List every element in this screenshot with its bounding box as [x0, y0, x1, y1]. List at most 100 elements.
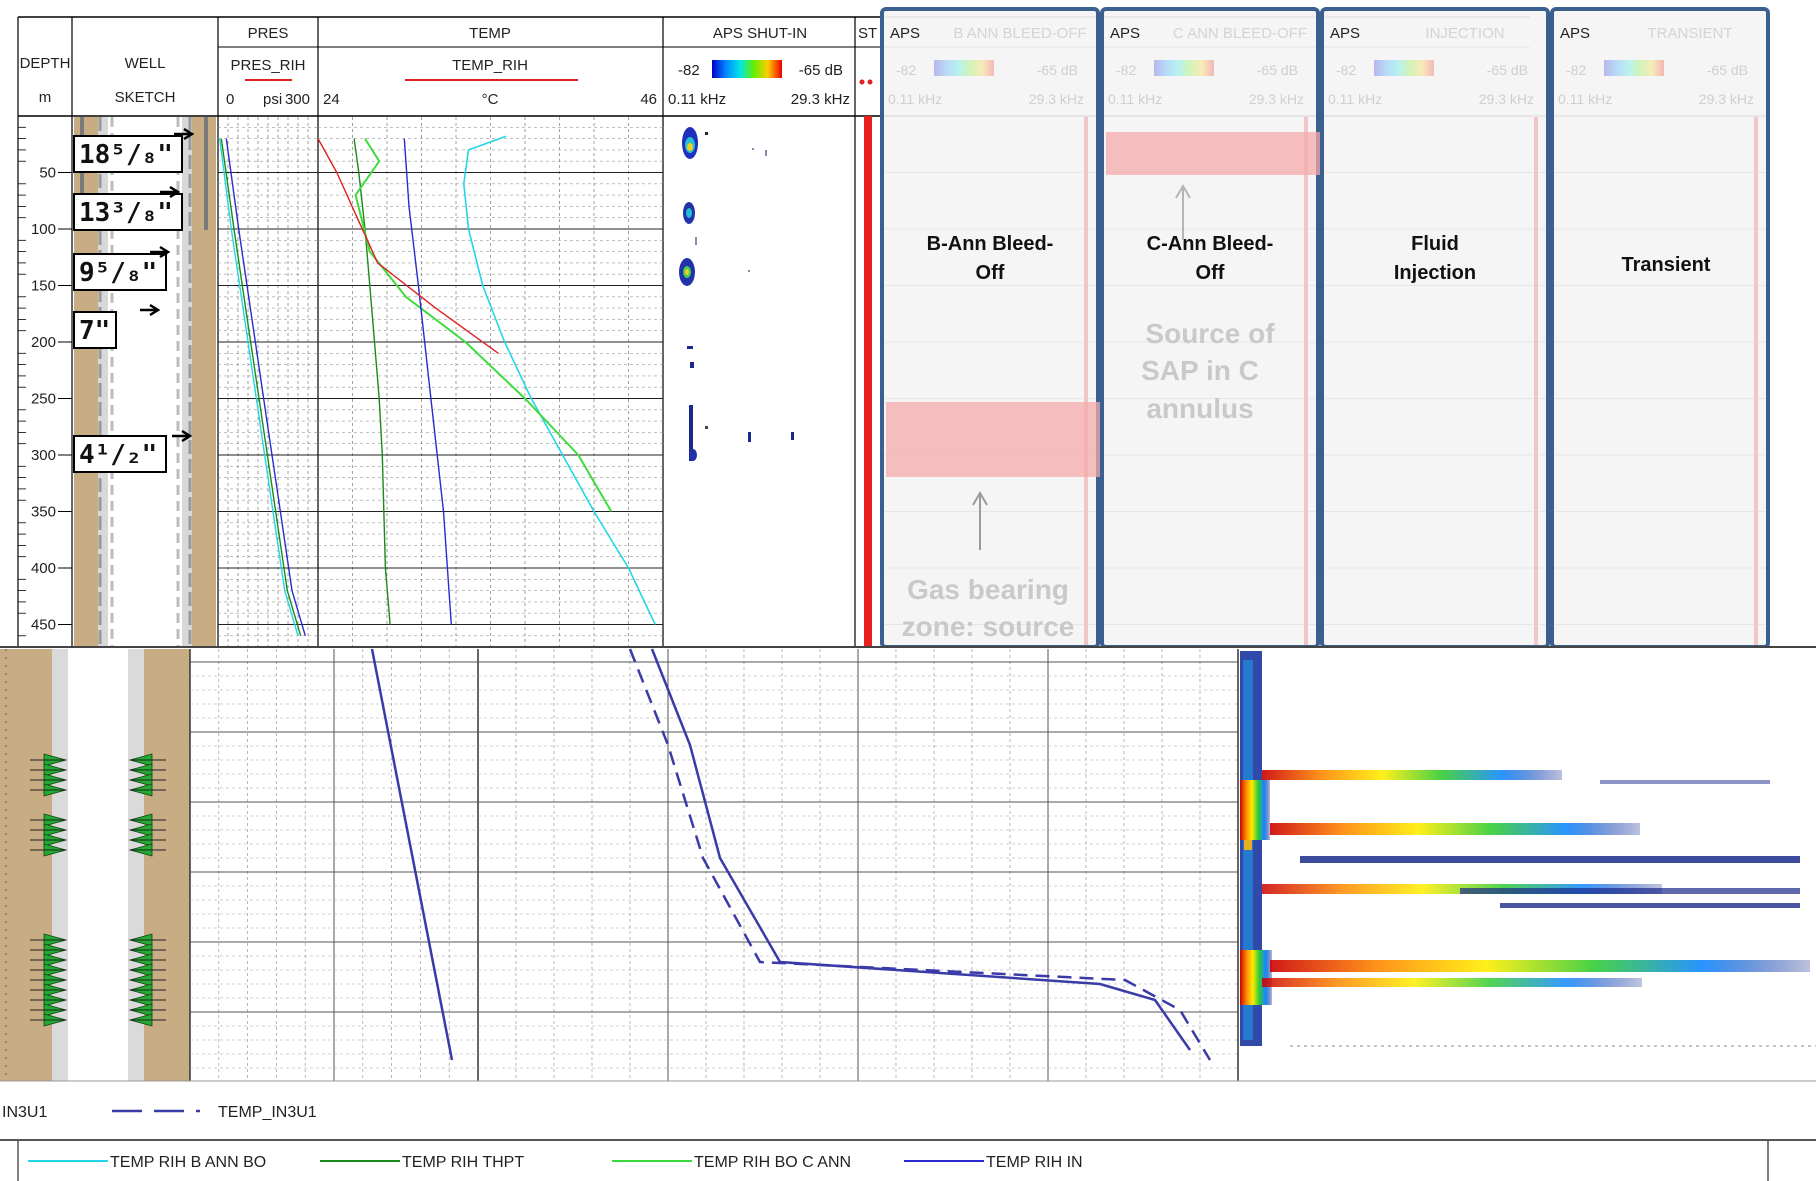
pres-unit: psi [263, 91, 282, 108]
pres-grid [218, 117, 318, 647]
aps-db-min: -82 [678, 62, 700, 79]
temp-grid [318, 117, 663, 647]
curve-temp-rih [317, 138, 499, 354]
well-header: WELL [125, 55, 166, 72]
lower-legend-fragment: IN3U1 [2, 1104, 47, 1121]
temp-unit: °C [482, 91, 499, 108]
bottom-legend: TEMP RIH B ANN BO TEMP RIH THPT TEMP RIH B… [0, 1139, 1816, 1181]
casing-size-label: 4¹/₂" [79, 440, 157, 470]
ghost-f-min: 0.11 kHz [1558, 91, 1612, 107]
curve-pres-green [220, 138, 302, 636]
aps-f-max: 29.3 kHz [791, 91, 850, 108]
lower-pres-grid [190, 649, 478, 1081]
lower-temp-grid [478, 649, 1238, 1081]
curve-pres-cyan [219, 138, 299, 636]
overlay-panel-1: APS B ANN BLEED-OFF -82 -65 dB 0.11 kHz 29.3 … [880, 7, 1100, 649]
depth-tick-label: 200 [31, 334, 56, 351]
overlay-ghost-title: B ANN BLEED-OFF [953, 25, 1086, 42]
ghost-f-min: 0.11 kHz [888, 91, 942, 107]
curve-pres-blue [225, 138, 306, 636]
depth-tick-label: 100 [31, 221, 56, 238]
ghost-f-max: 29.3 kHz [1029, 91, 1084, 107]
ghost-db-min: -82 [896, 62, 916, 78]
casing-label-box [73, 135, 183, 173]
aps-shutin-spectrum [679, 127, 794, 461]
lower-legend-curve: TEMP_IN3U1 [218, 1104, 317, 1121]
pres-max: 300 [285, 91, 310, 108]
depth-tick-label: 50 [39, 165, 56, 182]
temp-max: 46 [640, 91, 657, 108]
ghost-db-max: -65 dB [1037, 62, 1078, 78]
depth-axis: 50 100 150 200 250 300 350 400 450 [18, 126, 72, 637]
ghost-db-min: -82 [1336, 62, 1356, 78]
temp-header: TEMP [469, 25, 511, 42]
depth-tick-label: 250 [31, 391, 56, 408]
faded-note-line3: annulus [1146, 393, 1253, 424]
aps-f-min: 0.11 kHz [668, 91, 726, 108]
aps-color-scale [712, 60, 782, 78]
casing-label-box [73, 311, 117, 349]
lower-temp-curve-dashed [628, 648, 1212, 1061]
curve-temp-rih-b-ann-bo [463, 135, 656, 625]
curve-temp-rih-in [403, 138, 452, 625]
casing-label-box [73, 253, 167, 291]
depth-tick-label: 350 [31, 504, 56, 521]
aps-shutin-header: APS SHUT-IN [713, 25, 807, 42]
depth-tick-label: 150 [31, 278, 56, 295]
faded-note-line2: SAP in C [1141, 355, 1259, 386]
casing-size-label: 7" [79, 316, 110, 346]
c-ann-source-highlight [1106, 132, 1320, 175]
pres-curve-name: PRES_RIH [230, 57, 305, 74]
casing-label-box [73, 435, 167, 473]
well-subheader: SKETCH [115, 89, 176, 106]
ghost-db-max: -65 dB [1487, 62, 1528, 78]
casing-label-box [73, 193, 183, 231]
overlay-title-line1: C-Ann Bleed- [1147, 233, 1274, 255]
overlay-title-line2: Off [976, 262, 1005, 284]
depth-tick-label: 450 [31, 617, 56, 634]
pres-min: 0 [226, 91, 234, 108]
temp-curves [317, 135, 656, 625]
ghost-f-max: 29.3 kHz [1479, 91, 1534, 107]
legend-label: TEMP RIH THPT [402, 1154, 524, 1171]
legend-label: TEMP RIH IN [986, 1154, 1083, 1171]
curve-temp-rih-thpt [353, 138, 391, 625]
temp-min: 24 [323, 91, 340, 108]
lower-spectrogram [1240, 651, 1816, 1047]
overlay-ghost-title: C ANN BLEED-OFF [1173, 25, 1307, 42]
ghost-f-max: 29.3 kHz [1249, 91, 1304, 107]
overlay-title-line2: Off [1196, 262, 1225, 284]
ghost-f-min: 0.11 kHz [1108, 91, 1162, 107]
ghost-db-max: -65 dB [1257, 62, 1298, 78]
lower-pres-curve [370, 648, 454, 1061]
casing-labels: 18⁵/₈" 13³/₈" 9⁵/₈" 7" 4¹/₂" [73, 127, 195, 473]
st-red-bar [864, 116, 872, 647]
aps-db-max: -65 dB [799, 62, 843, 79]
lower-well-sketch [0, 649, 190, 1081]
overlay-panel-4: APS TRANSIENT -82 -65 dB 0.11 kHz 29.3 kHz Tra… [1550, 7, 1770, 649]
faded-note-line2: zone: source [902, 611, 1075, 642]
depth-unit: m [39, 89, 52, 106]
casing-size-label: 13³/₈" [79, 198, 173, 228]
depth-header: DEPTH [20, 55, 71, 72]
overlay-panels: APS B ANN BLEED-OFF -82 -65 dB 0.11 kHz 29.3 … [880, 7, 1770, 649]
curve-temp-rih-bo-c-ann [354, 138, 613, 513]
faded-note-line1: Gas bearing [907, 574, 1069, 605]
casing-size-label: 9⁵/₈" [79, 258, 157, 288]
overlay-title-line1: Fluid [1411, 233, 1459, 255]
lower-log: IN3U1 TEMP_IN3U1 [0, 646, 1816, 1121]
pres-curves [219, 138, 306, 636]
temp-curve-name: TEMP_RIH [452, 57, 528, 74]
overlay-aps-label: APS [890, 25, 920, 42]
overlay-panel-3: APS INJECTION -82 -65 dB 0.11 kHz 29.3 kHz Flu… [1320, 7, 1550, 649]
overlay-ghost-title: INJECTION [1425, 25, 1504, 42]
overlay-aps-label: APS [1560, 25, 1590, 42]
depth-tick-label: 400 [31, 560, 56, 577]
st-header: ST [858, 25, 877, 42]
overlay-title-line1: Transient [1622, 254, 1711, 276]
overlay-aps-label: APS [1110, 25, 1140, 42]
overlay-aps-label: APS [1330, 25, 1360, 42]
pres-header: PRES [248, 25, 289, 42]
